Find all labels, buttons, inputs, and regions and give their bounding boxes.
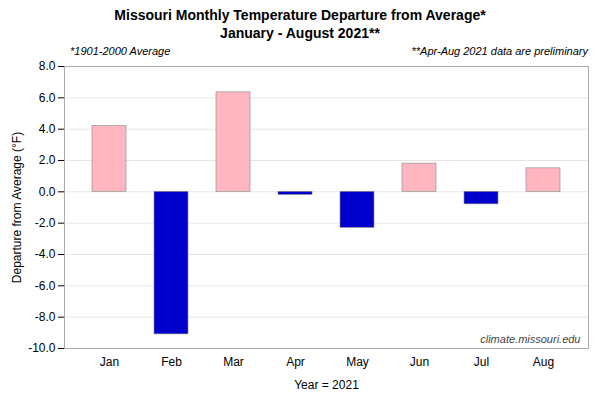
svg-text:4.0: 4.0 <box>39 122 56 136</box>
html-text:Missouri Monthly Temperature D: Missouri Monthly Temperature Departure f… <box>114 7 486 23</box>
svg-text:climate.missouri.edu: climate.missouri.edu <box>480 333 580 345</box>
svg-text:May: May <box>346 355 369 369</box>
svg-text:Mar: Mar <box>223 355 244 369</box>
svg-text:Jun: Jun <box>410 355 429 369</box>
html-text:**Apr-Aug 2021 data are prelim: **Apr-Aug 2021 data are preliminary <box>411 45 588 57</box>
svg-text:Departure from Average (°F): Departure from Average (°F) <box>10 132 24 283</box>
svg-text:2.0: 2.0 <box>39 153 56 167</box>
html-text:*1901-2000 Average: *1901-2000 Average <box>70 45 171 57</box>
svg-text:Jan: Jan <box>100 355 119 369</box>
svg-text:-8.0: -8.0 <box>35 310 56 324</box>
svg-text:Apr: Apr <box>286 355 305 369</box>
svg-text:Jul: Jul <box>474 355 489 369</box>
svg-text:Feb: Feb <box>161 355 182 369</box>
svg-text:-10.0: -10.0 <box>28 341 56 355</box>
svg-text:0.0: 0.0 <box>39 185 56 199</box>
svg-text:-4.0: -4.0 <box>35 247 56 261</box>
svg-text:-6.0: -6.0 <box>35 279 56 293</box>
svg-text:Year = 2021: Year = 2021 <box>294 378 359 392</box>
svg-text:-2.0: -2.0 <box>35 216 56 230</box>
svg-text:6.0: 6.0 <box>39 91 56 105</box>
html-text:January - August 2021**: January - August 2021** <box>220 25 380 41</box>
svg-text:8.0: 8.0 <box>39 59 56 73</box>
svg-text:Aug: Aug <box>533 355 554 369</box>
